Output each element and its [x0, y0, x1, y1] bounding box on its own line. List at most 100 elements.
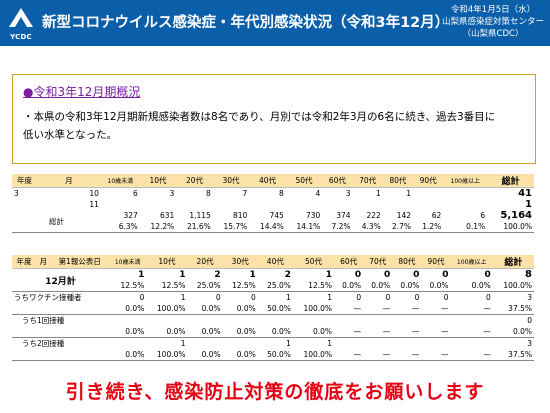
cell: 0.0% [512, 327, 532, 336]
cell: — [353, 327, 362, 336]
col-header: 20代 [176, 174, 213, 188]
cell: — [382, 327, 391, 336]
col-header: 10歳未満 [108, 255, 147, 269]
two-dose-pct-row: 0.0% 100.0% 0.0% 0.0% 50.0% 100.0% — — —… [12, 349, 534, 361]
cell: 0 [250, 293, 256, 302]
cell: 0 [139, 293, 145, 302]
group-label: うち2回接種 [22, 339, 65, 348]
org-name: 山梨県感染症対策センター [441, 17, 544, 27]
vaccinated-pct-row: 0.0% 100.0% 0.0% 0.0% 50.0% 100.0% — — —… [12, 303, 534, 315]
cell [109, 338, 146, 350]
cell: 4 [315, 189, 321, 198]
col-header: 70代 [352, 174, 383, 188]
cell: 222 [366, 211, 381, 220]
cell: 0.0% [201, 327, 221, 336]
col-header: 60代 [334, 255, 364, 269]
cell: 0 [527, 316, 532, 325]
cell: 4.3% [361, 222, 381, 231]
cell: 0.0% [125, 304, 145, 313]
cell: 810 [232, 211, 248, 220]
col-header: 20代 [187, 255, 223, 269]
col-header: 100歳以上 [450, 255, 493, 269]
col-header: 40代 [257, 255, 293, 269]
col-header: 90代 [421, 255, 451, 269]
cell: — [441, 350, 449, 359]
cell: 7.2% [331, 222, 351, 231]
cell: 0.0% [125, 350, 145, 359]
total-count-row: 総計 327 631 1,115 810 745 730 374 222 142… [12, 210, 534, 226]
total-label: 総計 [48, 216, 64, 226]
table-header-row: 年度 月 10歳未満 10代 20代 30代 40代 50代 60代 70代 8… [12, 174, 534, 188]
month-total-label: 12月計 [45, 276, 76, 287]
cell: 374 [336, 211, 351, 220]
cell: 1 [286, 293, 291, 302]
cell: 3 [345, 189, 351, 198]
cell: 1 [286, 339, 291, 348]
cell [334, 338, 363, 350]
cell: 12.2% [150, 222, 175, 231]
cell: 12.5% [308, 281, 333, 290]
total-cell: 41 [518, 188, 532, 199]
cell: 1,115 [189, 211, 211, 220]
cell: 0 [484, 269, 491, 280]
cell [188, 338, 223, 350]
cell: 100.0% [503, 222, 532, 231]
cell [421, 338, 450, 350]
table-row: 11 1 [12, 199, 534, 210]
col-header: 年度 [12, 255, 36, 269]
cell: 1 [249, 269, 256, 280]
cell: — [483, 304, 491, 313]
cell: — [441, 304, 449, 313]
cell: — [353, 350, 362, 359]
december-detail-table: 年度 月 第1報公表日 10歳未満 10代 20代 30代 40代 50代 60… [12, 255, 534, 361]
col-header: 50代 [292, 255, 335, 269]
cell [363, 338, 392, 350]
cell [223, 338, 258, 350]
year-cell: 3 [14, 189, 19, 198]
summary-line: ・本県の令和3年12月期新規感染者数は8名であり、月別では令和2年3月の6名に続… [23, 111, 496, 123]
cell: 0 [485, 293, 491, 302]
col-header: 30代 [212, 174, 250, 188]
total-pct-row: 6.3% 12.2% 21.6% 15.7% 14.4% 14.1% 7.2% … [12, 221, 534, 233]
cell: 62 [431, 211, 442, 220]
col-header: 80代 [392, 255, 422, 269]
two-dose-count-row: うち2回接種 1 1 1 3 [12, 338, 534, 350]
cell: 1 [138, 269, 145, 280]
col-header: 10歳未満 [100, 174, 140, 188]
cell: 0.1% [466, 222, 486, 231]
cell: 50.0% [267, 304, 291, 313]
group-label: うち1回接種 [22, 316, 65, 325]
one-dose-count-row: うち1回接種 0 [12, 315, 534, 327]
cell: 14.4% [259, 222, 284, 231]
cell: 0 [356, 293, 362, 302]
cell: 1 [406, 189, 412, 198]
cell: 0.0% [400, 281, 420, 290]
col-header: 90代 [413, 174, 444, 188]
cell: 3 [527, 339, 532, 348]
cell: 0 [385, 293, 391, 302]
cell: 0 [414, 293, 420, 302]
group-label: うちワクチン接種者 [14, 293, 82, 302]
cell: 745 [269, 211, 284, 220]
cell: 0.0% [125, 327, 145, 336]
cell: — [382, 304, 391, 313]
cell: 0.0% [471, 281, 491, 290]
cell [413, 188, 443, 200]
total-cell: 5,164 [500, 210, 532, 221]
cell: 0.0% [201, 350, 221, 359]
col-header: 70代 [363, 255, 393, 269]
cell: — [411, 350, 420, 359]
header-bar: YCDC 新型コロナウイルス感染症・年代別感染状況（令和3年12月） 令和4年1… [0, 0, 550, 46]
cell: 15.7% [223, 222, 248, 231]
one-dose-pct-row: 0.0% 0.0% 0.0% 0.0% 0.0% 0.0% — — — — — … [12, 326, 534, 338]
month-count-row: 12月計 1 1 2 1 2 1 0 0 0 0 0 8 [12, 269, 534, 287]
col-header: 月 [36, 174, 101, 188]
cell: 6.3% [118, 222, 138, 231]
month-cell: 10 [89, 189, 99, 198]
cell: 0.0% [166, 327, 186, 336]
cell: 0 [413, 269, 420, 280]
cell: 0.0% [313, 327, 333, 336]
cell: 6 [480, 211, 486, 220]
cell: 1 [376, 189, 381, 198]
col-header: 10代 [139, 174, 177, 188]
